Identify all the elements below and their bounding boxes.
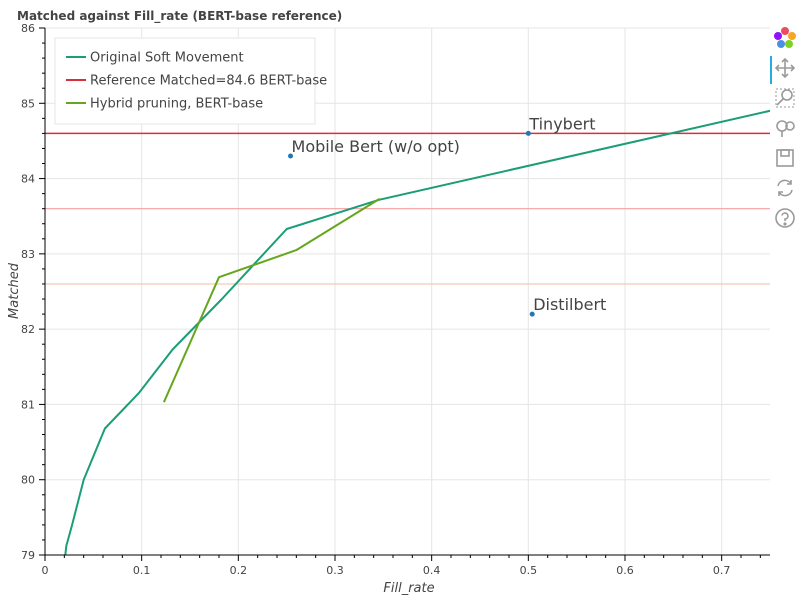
y-tick-label: 84 xyxy=(21,173,35,186)
legend-label: Hybrid pruning, BERT-base xyxy=(90,97,263,112)
x-tick-label: 0.1 xyxy=(133,564,151,577)
x-tick-label: 0.6 xyxy=(616,564,634,577)
x-tick-label: 0.7 xyxy=(713,564,731,577)
x-tick-label: 0 xyxy=(42,564,49,577)
legend-label: Original Soft Movement xyxy=(90,51,244,66)
series-line xyxy=(162,198,381,403)
annotation-point xyxy=(288,153,294,159)
wheel-zoom-tool-icon[interactable] xyxy=(773,116,797,140)
x-tick-label: 0.5 xyxy=(520,564,538,577)
reset-tool-icon[interactable] xyxy=(773,176,797,200)
active-tool-indicator xyxy=(770,56,772,84)
legend: Original Soft Movement Reference Matched=… xyxy=(54,37,327,125)
annotation-points: Tinybert Mobile Bert (w/o opt) Distilbert xyxy=(288,114,606,317)
series-lines xyxy=(64,109,770,555)
tick-labels: 0 0.1 0.2 0.3 0.4 0.5 0.6 0.7 79 80 81 82 83 84 85 86 xyxy=(21,22,761,577)
y-tick-label: 85 xyxy=(21,97,35,110)
y-tick-label: 83 xyxy=(21,248,35,261)
pan-tool-icon[interactable] xyxy=(770,56,797,84)
y-tick-label: 80 xyxy=(21,474,35,487)
legend-label: Reference Matched=84.6 BERT-base xyxy=(90,74,327,89)
x-tick-label: 0.2 xyxy=(230,564,248,577)
reference-lines xyxy=(45,132,770,285)
legend-box xyxy=(54,37,316,125)
x-tick-label: 0.3 xyxy=(326,564,344,577)
x-tick-label: 0.4 xyxy=(423,564,441,577)
annotation-label: Mobile Bert (w/o opt) xyxy=(292,137,460,156)
save-tool-icon[interactable] xyxy=(773,146,797,170)
y-axis-label: Matched xyxy=(7,262,22,319)
y-tick-label: 79 xyxy=(21,549,35,562)
y-tick-label: 86 xyxy=(21,22,35,35)
chart-title: Matched against Fill_rate (BERT-base ref… xyxy=(17,9,342,24)
axes xyxy=(44,28,770,556)
help-tool-icon[interactable] xyxy=(773,206,797,230)
y-tick-label: 81 xyxy=(21,398,35,411)
y-tick-label: 82 xyxy=(21,323,35,336)
series-line xyxy=(64,109,770,555)
box-zoom-tool-icon[interactable] xyxy=(773,86,797,110)
annotation-point xyxy=(529,311,535,317)
bokeh-logo-icon[interactable] xyxy=(773,26,797,50)
x-axis-label: Fill_rate xyxy=(383,581,434,596)
annotation-point xyxy=(525,130,531,136)
toolbar xyxy=(770,24,800,254)
annotation-label: Tinybert xyxy=(528,114,595,133)
annotation-label: Distilbert xyxy=(533,295,606,314)
